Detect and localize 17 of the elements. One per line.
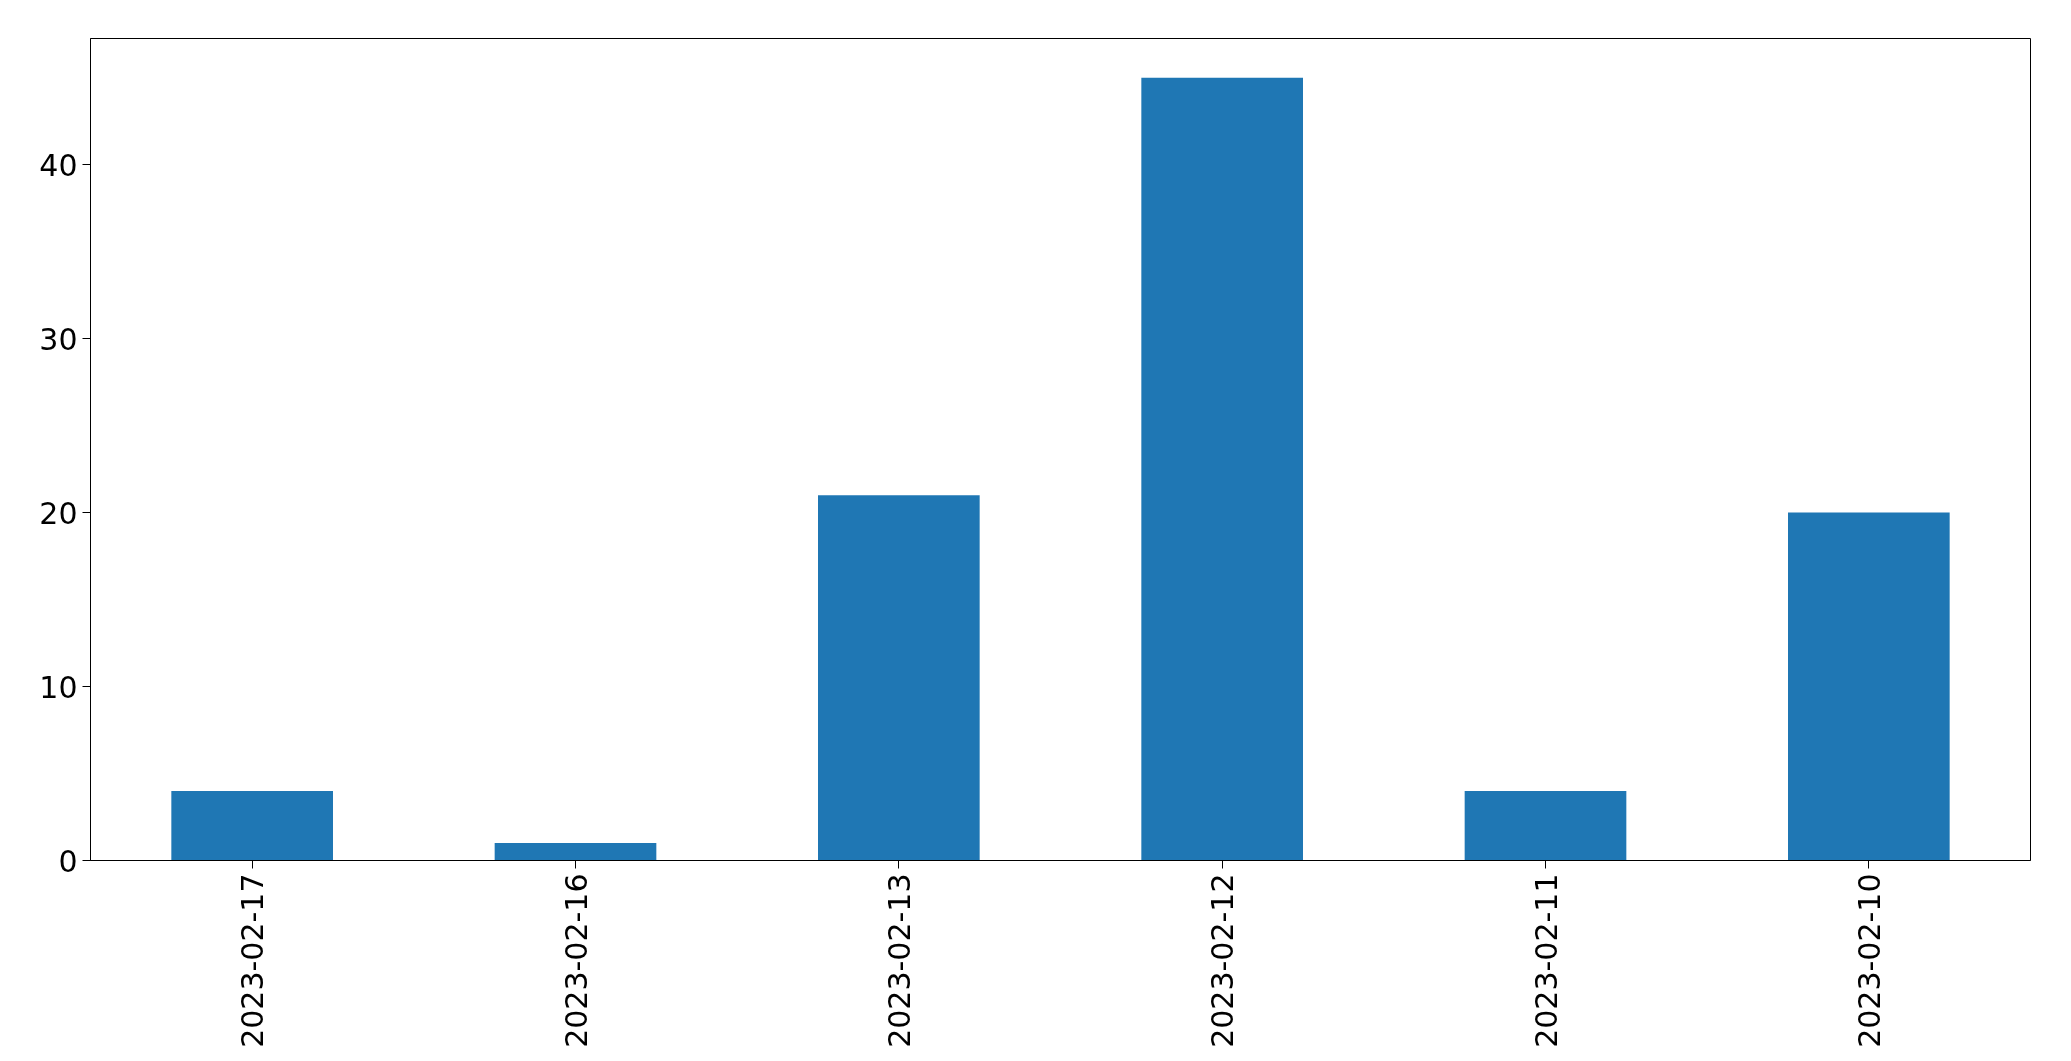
- y-tick-label: 30: [39, 321, 78, 357]
- bar: [1464, 790, 1627, 861]
- y-tick-label: 40: [39, 147, 78, 183]
- x-tick-label: 2023-02-16: [558, 873, 594, 1048]
- bar: [494, 843, 657, 861]
- bar: [171, 790, 333, 861]
- y-tick-label: 10: [39, 669, 78, 705]
- bar: [1141, 77, 1303, 861]
- x-tick-label: 2023-02-11: [1528, 873, 1564, 1048]
- y-tick-label: 0: [58, 843, 78, 879]
- x-tick-label: 2023-02-17: [235, 873, 271, 1048]
- x-tick-label: 2023-02-12: [1205, 873, 1241, 1048]
- x-tick-label: 2023-02-10: [1851, 873, 1887, 1048]
- bar: [818, 495, 980, 861]
- y-tick-label: 20: [39, 495, 78, 531]
- x-tick-label: 2023-02-13: [881, 873, 917, 1048]
- bar: [1788, 512, 1950, 861]
